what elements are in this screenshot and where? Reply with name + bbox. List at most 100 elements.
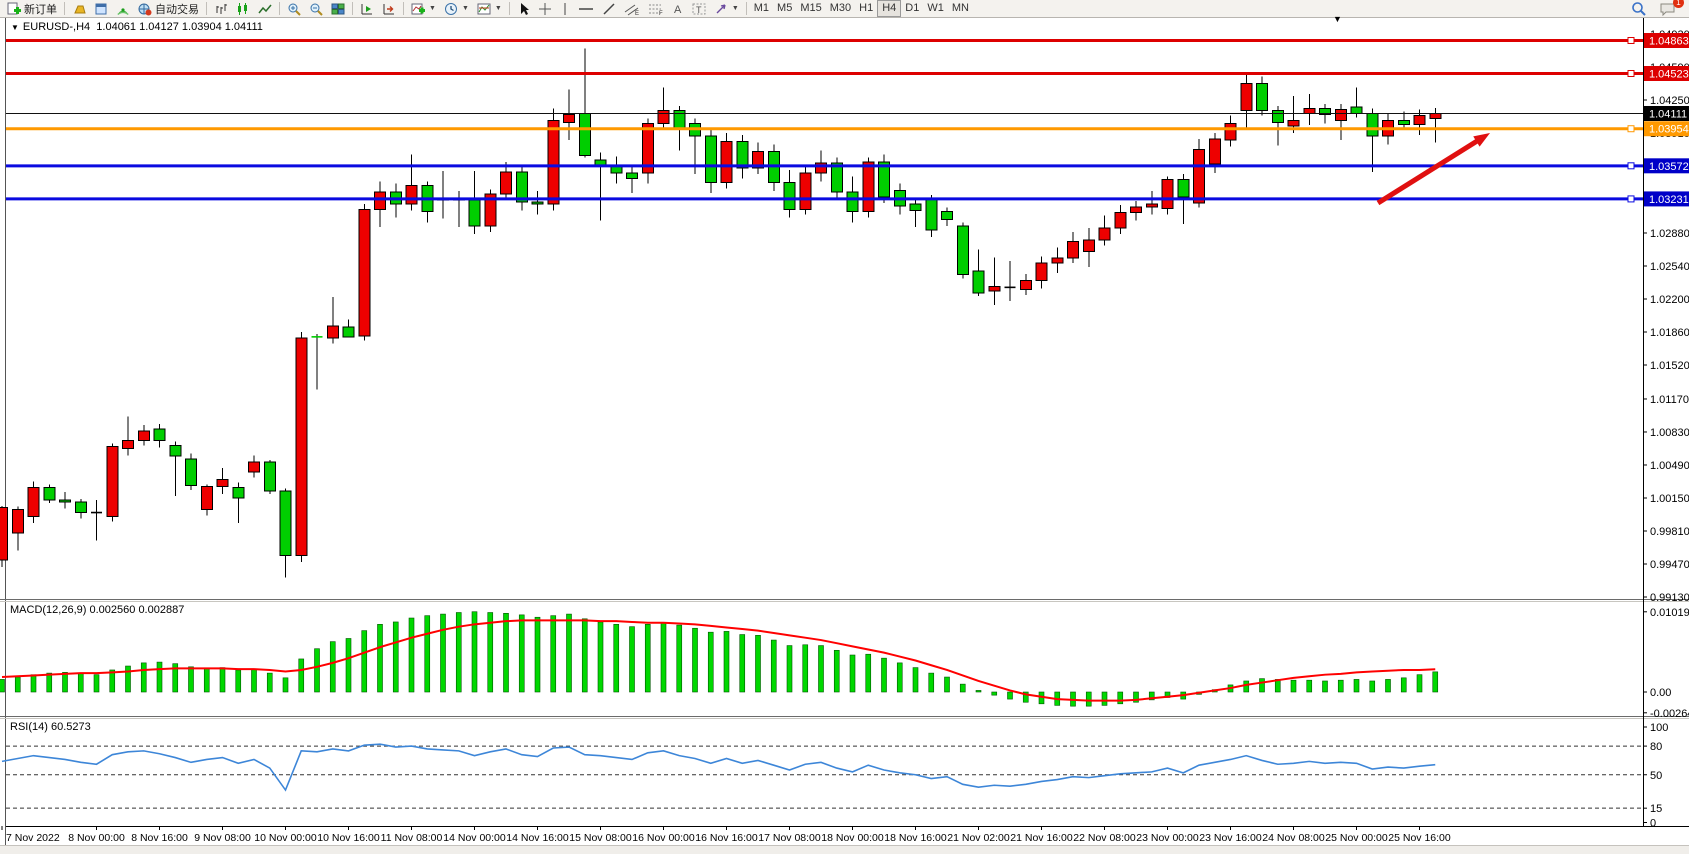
candle-body (1193, 149, 1205, 204)
trend-arrow-head[interactable] (1473, 133, 1490, 147)
candle-body (1208, 138, 1221, 165)
time-tick-label: 16 Nov 16:00 (695, 832, 758, 844)
crosshair-tool-button[interactable] (534, 0, 556, 18)
macd-histogram-bar (1432, 671, 1439, 693)
timeframe-button-h1[interactable]: H1 (859, 2, 874, 14)
macd-histogram-bar (1322, 680, 1328, 693)
timeframe-button-m1[interactable]: M1 (753, 2, 770, 14)
candle-body (1334, 109, 1347, 121)
macd-signal-value: 0.002887 (138, 604, 185, 616)
macd-histogram-bar (77, 672, 84, 693)
price-badge (1644, 158, 1689, 174)
trendline-tool-button[interactable] (598, 0, 620, 18)
macd-indicator-label: MACD(12,26,9) 0.002560 0.002887 (10, 604, 185, 616)
vertical-line-tool-button[interactable] (556, 0, 574, 18)
candle-body (988, 285, 1001, 292)
candle-body (405, 184, 418, 205)
notifications-button[interactable]: 1 (1656, 0, 1684, 18)
macd-histogram-bar (361, 630, 368, 693)
candle-body (1067, 241, 1079, 259)
candle-body (1319, 108, 1331, 116)
macd-histogram-bar (93, 674, 100, 693)
cursor-tool-button[interactable] (513, 0, 534, 18)
channel-tool-button[interactable]: E (620, 0, 644, 18)
trend-arrow[interactable] (1376, 136, 1483, 206)
time-tick-label: 11 Nov 08:00 (381, 832, 443, 844)
chart-shift-button[interactable] (378, 0, 400, 18)
fibonacci-icon: F (648, 4, 663, 16)
candle-body (752, 150, 764, 169)
macd-histogram-bar (944, 676, 950, 693)
zoom-in-button[interactable] (283, 0, 305, 18)
candle-body (200, 485, 213, 511)
timeframe-button-m30[interactable]: M30 (829, 2, 852, 14)
shapes-tool-button[interactable]: ▼ (710, 0, 743, 18)
price-badge-label: 1.04863 (1649, 35, 1689, 47)
auto-trading-button[interactable]: 自动交易 (134, 0, 203, 18)
macd-histogram-bar (1133, 691, 1139, 703)
macd-histogram-bar (644, 624, 651, 693)
timeframe-button-m5[interactable]: M5 (777, 2, 793, 14)
macd-histogram-bar (802, 644, 809, 693)
tile-windows-button[interactable] (327, 0, 349, 18)
price-axis[interactable]: 1.049301.045901.042501.039101.035701.032… (1643, 29, 1689, 604)
candle-body (43, 486, 56, 501)
chart-dropdown-arrow[interactable]: ▼ (1333, 14, 1342, 24)
timeframe-button-d1[interactable]: D1 (905, 2, 920, 14)
history-button[interactable] (90, 0, 112, 18)
macd-histogram-bar (455, 612, 462, 693)
candle-body (909, 203, 922, 212)
line-handle[interactable] (1627, 195, 1635, 203)
chart-forward-button[interactable] (356, 0, 378, 18)
signal-button[interactable] (112, 0, 134, 18)
candle-body (137, 430, 150, 442)
add-indicator-button[interactable]: ▼ (407, 0, 440, 18)
search-button[interactable] (1627, 0, 1650, 18)
time-axis[interactable]: 7 Nov 2022 8 Nov 00:00 8 Nov 16:00 9 Nov 08… (1, 826, 1451, 844)
candle-body (1271, 110, 1284, 123)
timeframe-button-mn[interactable]: MN (951, 2, 969, 14)
timeframe-button-h4[interactable]: H4 (877, 0, 902, 17)
horizontal-line-tool-button[interactable] (574, 0, 598, 18)
macd-signal-line (1, 619, 1436, 702)
macd-histogram-bar (550, 615, 557, 693)
line-handle[interactable] (1627, 69, 1635, 77)
cursor-icon (520, 2, 529, 15)
macd-histogram-bar (46, 672, 53, 693)
gold-button[interactable] (68, 0, 90, 18)
line-handle[interactable] (1627, 36, 1635, 44)
macd-histogram-bar (1007, 691, 1013, 700)
crosshair-icon (538, 2, 551, 15)
macd-histogram-bar (1337, 679, 1344, 693)
candle-body (925, 197, 938, 231)
label-tool-button[interactable]: T (688, 0, 710, 18)
zoom-out-button[interactable] (305, 0, 327, 18)
text-tool-button[interactable]: A (668, 0, 688, 18)
price-badge (1644, 121, 1689, 137)
macd-histogram-bar (991, 691, 998, 696)
template-icon (477, 3, 491, 14)
timeframe-button-m15[interactable]: M15 (800, 2, 822, 14)
line-chart-button[interactable] (254, 0, 276, 18)
channel-icon: E (624, 4, 639, 16)
bar-chart-button[interactable] (210, 0, 232, 18)
period-button[interactable]: ▼ (440, 0, 473, 18)
timeframe-button-w1[interactable]: W1 (927, 2, 944, 14)
template-button[interactable]: ▼ (473, 0, 506, 18)
macd-histogram-bar (140, 662, 147, 693)
candle-body (531, 201, 544, 205)
svg-text:A: A (674, 4, 682, 16)
candlestick-chart-button[interactable] (232, 0, 254, 18)
chevron-down-icon: ▼ (11, 23, 19, 32)
macd-histogram-bar (298, 658, 305, 693)
candle-body (563, 114, 575, 123)
time-tick-label: 22 Nov 08:00 (1073, 832, 1136, 844)
timeframe-bar: M1 M5 M15 M30 H1 H4 D1 W1 MN (750, 0, 973, 17)
line-handle[interactable] (1627, 162, 1635, 170)
fibonacci-tool-button[interactable]: F (644, 0, 668, 18)
candle-body (1082, 239, 1095, 252)
rsi-tick-label: 80 (1650, 741, 1662, 753)
line-handle[interactable] (1627, 125, 1635, 133)
new-order-button[interactable]: 新订单 (3, 0, 61, 18)
